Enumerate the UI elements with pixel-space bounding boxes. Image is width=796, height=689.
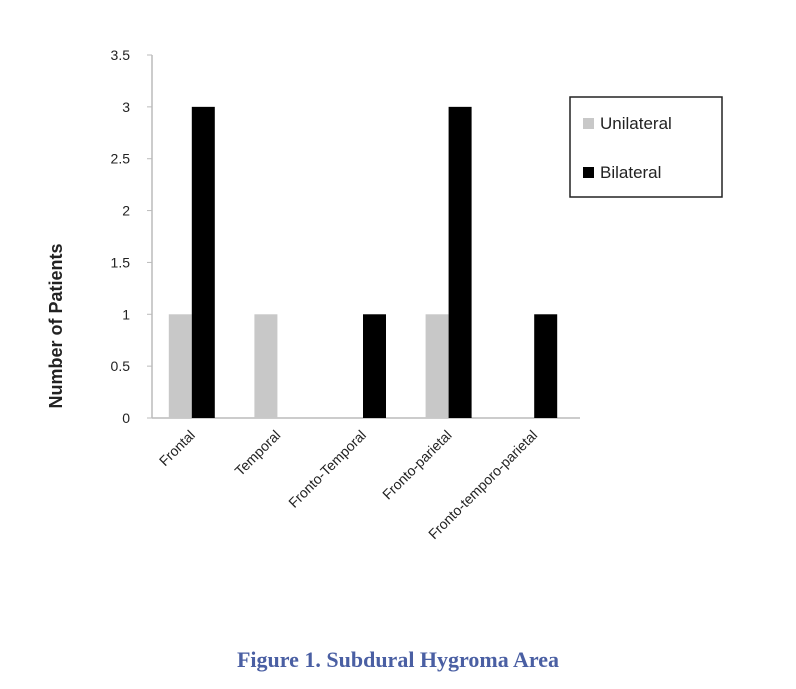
bar xyxy=(363,314,386,418)
y-tick-label: 0 xyxy=(122,410,130,426)
x-tick-label: Temporal xyxy=(231,427,283,479)
y-tick-label: 1.5 xyxy=(111,254,131,270)
legend-label: Bilateral xyxy=(600,163,661,182)
y-axis-label: Number of Patients xyxy=(46,243,66,408)
bar xyxy=(254,314,278,418)
x-tick-label: Frontal xyxy=(156,427,198,469)
legend-swatch xyxy=(583,167,594,178)
legend-swatch xyxy=(583,118,594,129)
bar xyxy=(448,106,472,418)
y-tick-label: 2 xyxy=(122,203,130,219)
y-tick-label: 0.5 xyxy=(111,358,131,374)
y-tick-label: 3 xyxy=(122,99,130,115)
y-tick-label: 2.5 xyxy=(111,151,131,167)
legend-label: Unilateral xyxy=(600,114,672,133)
bar xyxy=(425,314,449,418)
legend-box xyxy=(569,96,723,198)
bar xyxy=(534,314,558,418)
x-tick-label: Fronto-Temporal xyxy=(285,427,369,511)
bar xyxy=(168,314,192,418)
x-tick-label: Fronto-parietal xyxy=(379,427,455,503)
y-tick-label: 3.5 xyxy=(111,47,131,63)
bar xyxy=(191,106,215,418)
caption: Figure 1. Subdural Hygroma Area xyxy=(237,647,559,672)
y-tick-label: 1 xyxy=(122,306,130,322)
